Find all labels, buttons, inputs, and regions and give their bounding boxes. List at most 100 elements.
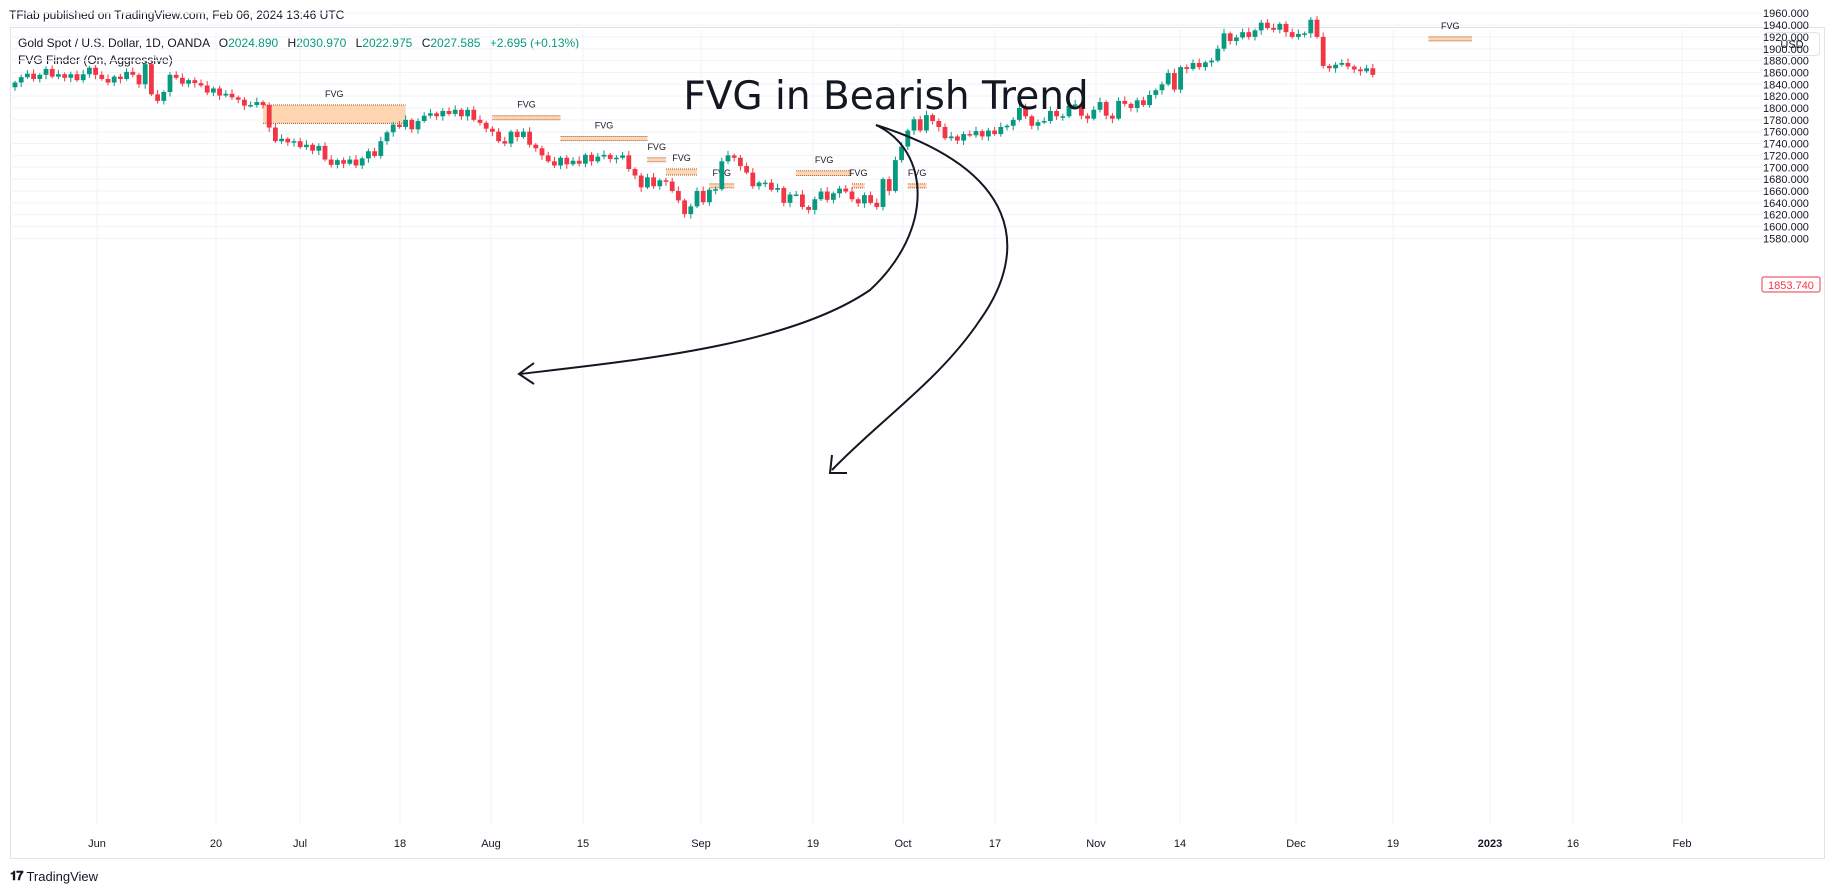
- candle-body: [434, 113, 439, 117]
- x-tick-label: Aug: [481, 838, 501, 850]
- candle-body: [862, 195, 867, 204]
- y-tick-label: 1580.000: [1763, 233, 1809, 245]
- candle-body: [1302, 33, 1307, 35]
- x-tick-label: Jun: [88, 838, 106, 850]
- y-tick-label: 1940.000: [1763, 20, 1809, 32]
- candle-body: [56, 74, 61, 77]
- x-tick-label: 2023: [1478, 838, 1502, 850]
- candle-body: [1277, 23, 1283, 30]
- x-tick-label: Oct: [894, 838, 911, 850]
- candle-body: [1258, 22, 1264, 31]
- candle-body: [676, 190, 681, 201]
- publish-caption: TFlab published on TradingView.com, Feb …: [9, 8, 345, 22]
- candle-body: [130, 71, 136, 75]
- candle-body: [49, 68, 55, 77]
- candle-body: [1116, 100, 1121, 119]
- currency-button[interactable]: USD: [1764, 32, 1820, 56]
- candle-body: [390, 124, 396, 133]
- candle-body: [967, 134, 973, 136]
- fvg-zone-label: FVG: [849, 168, 868, 178]
- candle-body: [1339, 62, 1345, 65]
- candle-body: [800, 194, 805, 207]
- y-tick-label: 1720.000: [1763, 150, 1809, 162]
- candle-body: [1060, 116, 1066, 118]
- candle-body: [304, 144, 309, 148]
- candle-body: [917, 119, 923, 131]
- candle-body: [973, 131, 979, 136]
- candle-body: [1221, 33, 1227, 49]
- y-tick-label: 1700.000: [1763, 162, 1809, 174]
- candle-body: [322, 145, 328, 160]
- candle-body: [341, 160, 346, 164]
- candle-body: [1296, 33, 1301, 37]
- candle-body: [502, 141, 508, 144]
- candle-body: [874, 202, 880, 207]
- candle-body: [738, 157, 743, 167]
- candle-body: [843, 188, 849, 192]
- candle-body: [868, 195, 873, 203]
- x-tick-label: 17: [989, 838, 1001, 850]
- x-tick-label: Sep: [691, 838, 711, 850]
- candle-body: [310, 144, 315, 151]
- candle-body: [211, 88, 216, 93]
- candle-body: [589, 154, 594, 162]
- candle-body: [1134, 100, 1140, 108]
- candle-body: [415, 121, 421, 130]
- candle-body: [1004, 125, 1010, 128]
- fvg-zone: [1428, 36, 1472, 41]
- candle-body: [490, 128, 495, 132]
- low-label: L: [355, 36, 363, 50]
- candle-body: [1023, 108, 1028, 117]
- candle-body: [1110, 115, 1115, 119]
- candle-body: [477, 119, 483, 123]
- high-label: H: [287, 36, 297, 50]
- candle-body: [87, 67, 92, 75]
- candle-body: [1351, 66, 1357, 70]
- fvg-zone-label: FVG: [672, 153, 691, 163]
- candle-body: [465, 109, 470, 117]
- candle-body: [68, 74, 74, 78]
- candle-body: [595, 156, 601, 162]
- fvg-zone: [492, 115, 561, 120]
- candle-body: [1128, 103, 1134, 108]
- x-tick-label: Dec: [1286, 838, 1306, 850]
- candle-body: [1159, 84, 1165, 91]
- fvg-zone-label: FVG: [1441, 21, 1460, 31]
- candle-body: [1017, 108, 1022, 120]
- candle-body: [254, 102, 260, 106]
- candle-body: [397, 124, 402, 127]
- candle-body: [886, 179, 892, 191]
- candle-body: [186, 80, 191, 84]
- indicator-label[interactable]: FVG Finder (On, Aggressive): [18, 53, 173, 67]
- candle-body: [762, 182, 768, 185]
- candle-body: [291, 141, 297, 143]
- chart-title: FVG in Bearish Trend: [683, 74, 1088, 119]
- open-value: 2024.890: [228, 36, 279, 50]
- annotation-arrowhead-right: [828, 454, 847, 474]
- tradingview-brand[interactable]: 𝟏𝟕 TradingView: [10, 868, 98, 884]
- symbol-name[interactable]: Gold Spot / U.S. Dollar, 1D, OANDA: [18, 36, 210, 50]
- x-tick-label: 18: [394, 838, 406, 850]
- candle-body: [1370, 68, 1376, 75]
- candle-body: [700, 190, 706, 203]
- candle-body: [601, 154, 607, 157]
- candle-body: [1234, 37, 1239, 42]
- candle-body: [558, 157, 563, 166]
- candle-body: [118, 76, 123, 79]
- fvg-zone: [647, 157, 666, 162]
- candle-body: [136, 74, 142, 85]
- candle-body: [533, 144, 539, 149]
- x-tick-label: 14: [1174, 838, 1186, 850]
- x-tick-label: Jul: [293, 838, 307, 850]
- candle-body: [1271, 28, 1276, 30]
- candle-body: [347, 159, 353, 164]
- candle-body: [1209, 60, 1214, 63]
- y-tick-label: 1640.000: [1763, 198, 1809, 210]
- ohlc-line: Gold Spot / U.S. Dollar, 1D, OANDA O2024…: [18, 35, 579, 52]
- brand-label: TradingView: [26, 868, 99, 884]
- candle-body: [1041, 121, 1047, 123]
- candle-body: [961, 134, 966, 141]
- y-tick-label: 1680.000: [1763, 174, 1809, 186]
- candle-body: [409, 119, 415, 130]
